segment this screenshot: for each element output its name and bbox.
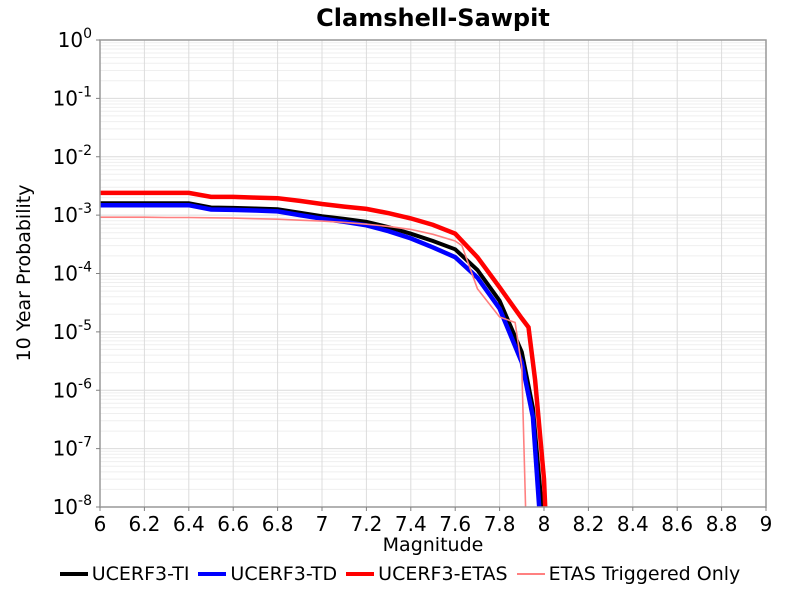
legend-item-ucerf3-ti: UCERF3-TI — [59, 563, 190, 585]
x-tick-label: 7.6 — [439, 512, 471, 536]
x-tick-label: 8.8 — [706, 512, 738, 536]
x-tick-label: 8.2 — [572, 512, 604, 536]
x-tick-label: 8.6 — [661, 512, 693, 536]
y-tick-label: 10-3 — [53, 201, 92, 227]
series-lines — [100, 190, 548, 507]
x-tick-label: 8 — [538, 512, 551, 536]
y-tick-label: 10-6 — [53, 376, 93, 402]
legend-swatch — [516, 573, 545, 575]
y-axis-ticks: 100 10-1 10-2 10-3 10-4 10-5 10-6 10-7 10-8 — [53, 26, 100, 519]
legend-swatch — [198, 572, 227, 576]
x-tick-label: 7.2 — [350, 512, 382, 536]
grid-major — [99, 39, 767, 508]
y-tick-label: 10-1 — [53, 84, 92, 110]
legend-item-ucerf3-td: UCERF3-TD — [198, 563, 337, 585]
series-line-ucerf3-etas — [100, 190, 548, 507]
y-tick-label: 10-5 — [53, 318, 92, 344]
x-tick-label: 6.2 — [128, 512, 160, 536]
grid-minor — [100, 42, 766, 490]
y-tick-label: 10-4 — [53, 260, 93, 286]
chart-title: Clamshell-Sawpit — [316, 4, 550, 32]
x-tick-label: 7 — [316, 512, 329, 536]
y-tick-label: 10-8 — [53, 493, 92, 519]
series-line-etas-triggered-only — [100, 216, 527, 507]
legend-swatch — [346, 572, 375, 576]
x-tick-label: 6.8 — [262, 512, 294, 536]
legend-item-ucerf3-etas: UCERF3-ETAS — [346, 563, 508, 585]
series-line-ucerf3-ti — [100, 201, 544, 507]
legend: UCERF3-TI UCERF3-TD UCERF3-ETAS ETAS Trigge… — [0, 563, 800, 585]
x-axis-title: Magnitude — [382, 534, 484, 556]
legend-label: UCERF3-ETAS — [378, 563, 508, 585]
x-axis-ticks: 6 6.2 6.4 6.6 6.8 7 7.2 7.4 7.6 7.8 8 8.2 8.4 8.6 8.8 9 — [94, 507, 773, 536]
y-tick-label: 100 — [58, 26, 92, 52]
y-axis-title: 10 Year Probability — [13, 184, 35, 362]
legend-label: UCERF3-TD — [230, 563, 338, 585]
x-tick-label: 7.4 — [395, 512, 427, 536]
y-tick-label: 10-2 — [53, 143, 92, 169]
legend-label: UCERF3-TI — [91, 563, 190, 585]
x-tick-label: 6.6 — [217, 512, 249, 536]
x-tick-label: 8.4 — [617, 512, 649, 536]
y-tick-label: 10-7 — [53, 435, 92, 461]
x-tick-label: 6.4 — [173, 512, 205, 536]
legend-item-etas-triggered-only: ETAS Triggered Only — [516, 563, 741, 585]
x-tick-label: 7.8 — [484, 512, 516, 536]
legend-label: ETAS Triggered Only — [548, 563, 741, 585]
legend-swatch — [59, 572, 88, 576]
x-tick-label: 6 — [94, 512, 107, 536]
x-tick-label: 9 — [760, 512, 773, 536]
